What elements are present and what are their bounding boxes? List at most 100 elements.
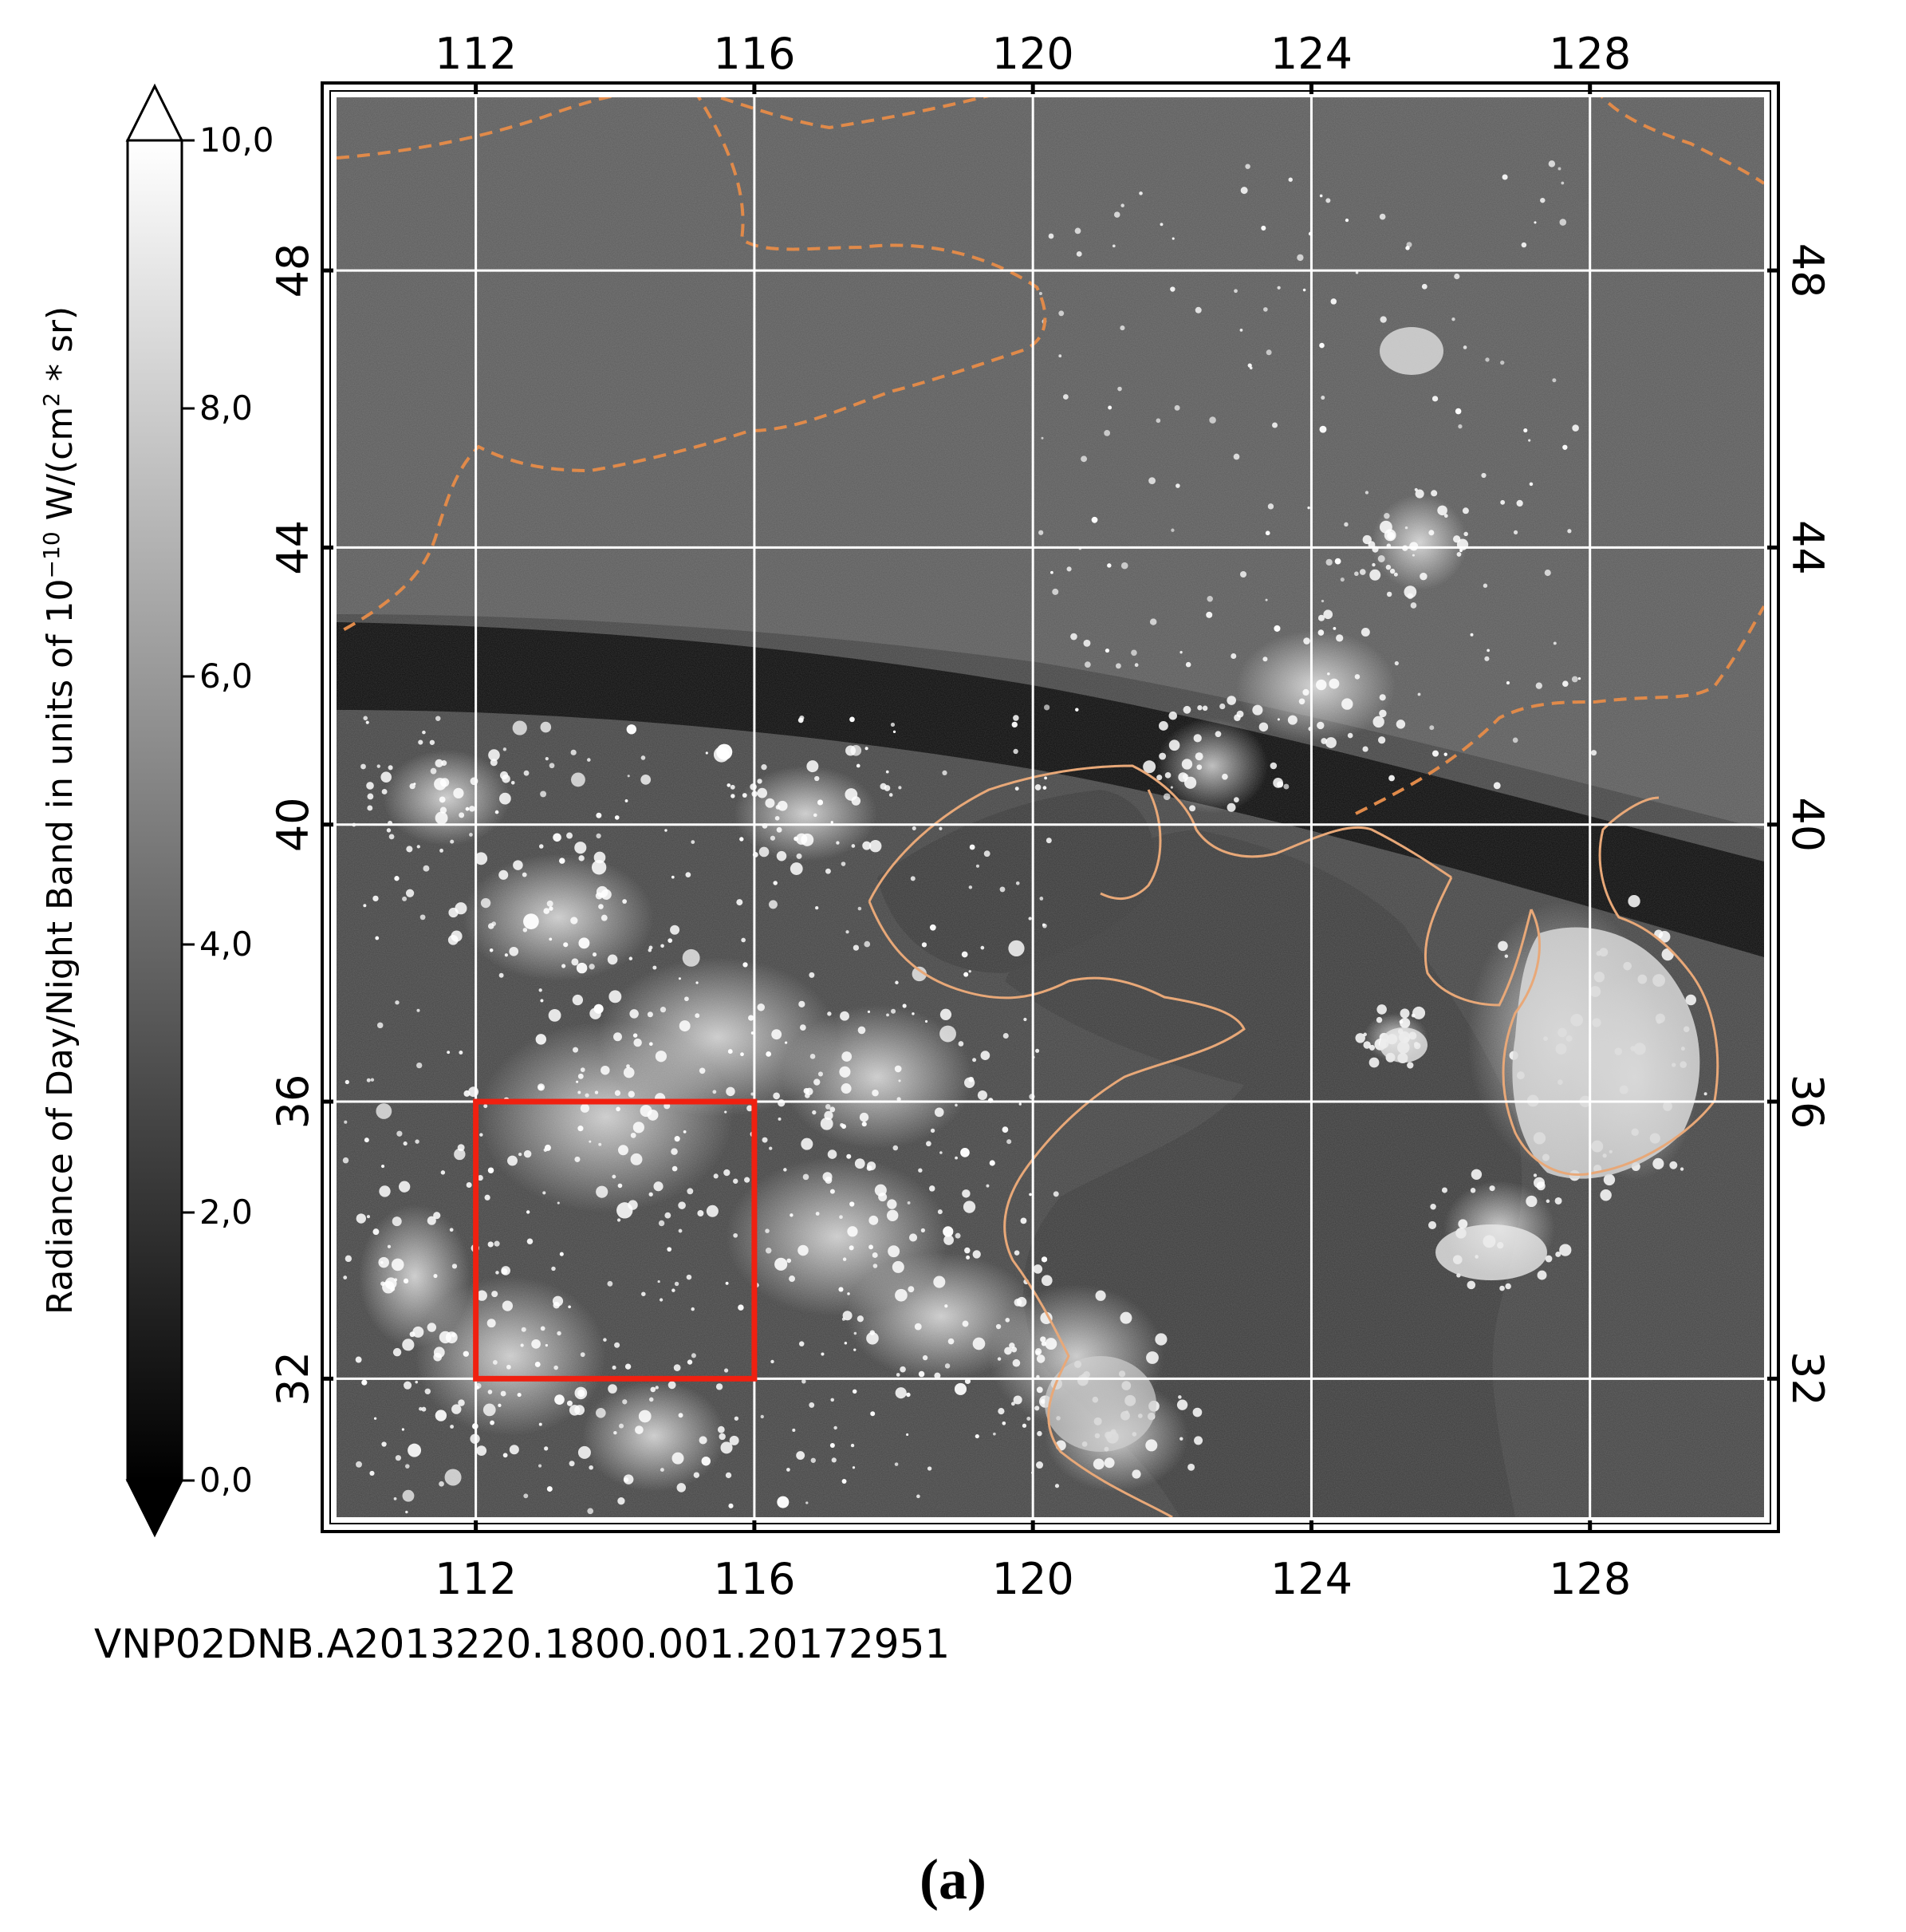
- city-light: [1545, 1255, 1553, 1263]
- city-light: [1548, 160, 1556, 168]
- city-light: [366, 1078, 371, 1082]
- city-light: [557, 1201, 560, 1205]
- city-light: [1008, 940, 1025, 956]
- city-light: [1215, 731, 1222, 738]
- city-light: [1362, 746, 1368, 752]
- city-light: [1185, 661, 1191, 668]
- city-light: [1120, 1311, 1132, 1324]
- city-light: [809, 1054, 816, 1059]
- city-light: [593, 1003, 604, 1014]
- city-light: [963, 972, 969, 977]
- city-light: [635, 1425, 644, 1434]
- city-light: [1120, 562, 1128, 570]
- city-light: [576, 962, 588, 974]
- city-light: [484, 1194, 490, 1201]
- city-light: [894, 1065, 902, 1073]
- city-light: [1359, 569, 1366, 575]
- city-light: [355, 1356, 362, 1363]
- city-light: [1227, 696, 1236, 705]
- city-light: [405, 1510, 408, 1514]
- city-light: [736, 899, 743, 906]
- city-light: [435, 716, 441, 721]
- city-light: [1603, 1173, 1616, 1186]
- city-light: [1172, 237, 1175, 240]
- lat-label-left: 36: [268, 1074, 318, 1130]
- city-light: [733, 1232, 738, 1238]
- city-light: [691, 840, 695, 844]
- city-light: [934, 1107, 944, 1118]
- city-light: [706, 1205, 719, 1217]
- city-light: [1361, 627, 1370, 637]
- city-light: [815, 905, 819, 910]
- city-light: [1340, 577, 1345, 582]
- city-light: [499, 792, 511, 805]
- city-light: [1182, 773, 1189, 780]
- city-light: [512, 720, 527, 735]
- city-light: [544, 1144, 551, 1151]
- city-light: [660, 1007, 667, 1013]
- city-light: [972, 1250, 981, 1259]
- city-light: [960, 1147, 970, 1157]
- city-light: [1287, 715, 1298, 725]
- city-light: [1428, 1220, 1437, 1229]
- city-light: [546, 1486, 553, 1492]
- city-light: [498, 1403, 502, 1407]
- city-light: [402, 1339, 415, 1351]
- city-light: [1035, 1350, 1041, 1356]
- city-light: [396, 1130, 403, 1137]
- city-light: [1265, 598, 1268, 601]
- city-light: [487, 1390, 493, 1394]
- bright-patch: [1045, 1356, 1156, 1452]
- city-light: [761, 764, 767, 771]
- city-light: [691, 1353, 696, 1358]
- city-light: [862, 841, 872, 850]
- city-light: [850, 744, 862, 756]
- city-light: [589, 964, 595, 970]
- city-light: [830, 821, 833, 824]
- lon-label-bottom: 124: [1270, 1554, 1353, 1604]
- city-light: [469, 833, 473, 837]
- city-light: [1498, 940, 1508, 952]
- city-light: [1028, 917, 1032, 921]
- city-light: [796, 1451, 805, 1461]
- city-light: [1319, 342, 1325, 349]
- city-light: [723, 1368, 729, 1373]
- city-light: [783, 1168, 787, 1172]
- city-light: [591, 860, 607, 875]
- city-light: [1209, 416, 1216, 424]
- city-light: [1405, 246, 1410, 250]
- city-light: [1577, 676, 1581, 680]
- city-light: [1041, 1275, 1053, 1287]
- city-light: [1026, 1416, 1031, 1421]
- city-light: [356, 1461, 362, 1468]
- city-light: [1134, 663, 1139, 668]
- city-light: [1050, 570, 1053, 574]
- city-light: [1471, 1169, 1483, 1180]
- city-light: [1083, 639, 1091, 647]
- city-light: [392, 1347, 402, 1357]
- city-light: [342, 1157, 349, 1164]
- city-light: [939, 826, 943, 830]
- city-light: [439, 848, 443, 853]
- city-light: [501, 1266, 510, 1276]
- city-light: [986, 1184, 990, 1188]
- city-light: [1240, 187, 1248, 195]
- city-light: [559, 1252, 564, 1256]
- city-light: [517, 1392, 522, 1398]
- city-light: [630, 1132, 636, 1138]
- city-light: [1013, 748, 1018, 755]
- city-light: [886, 1209, 899, 1221]
- lon-label-bottom: 116: [713, 1554, 795, 1604]
- city-light: [487, 1241, 494, 1248]
- city-light: [885, 770, 889, 774]
- city-light: [1277, 286, 1281, 290]
- city-light: [1347, 732, 1353, 739]
- city-light: [878, 1193, 888, 1202]
- city-light: [535, 1034, 547, 1045]
- city-light: [678, 1201, 686, 1209]
- city-light: [601, 914, 608, 921]
- city-light: [1183, 705, 1191, 714]
- city-light: [538, 1422, 542, 1426]
- city-light: [1399, 1019, 1404, 1024]
- city-light: [934, 1372, 941, 1379]
